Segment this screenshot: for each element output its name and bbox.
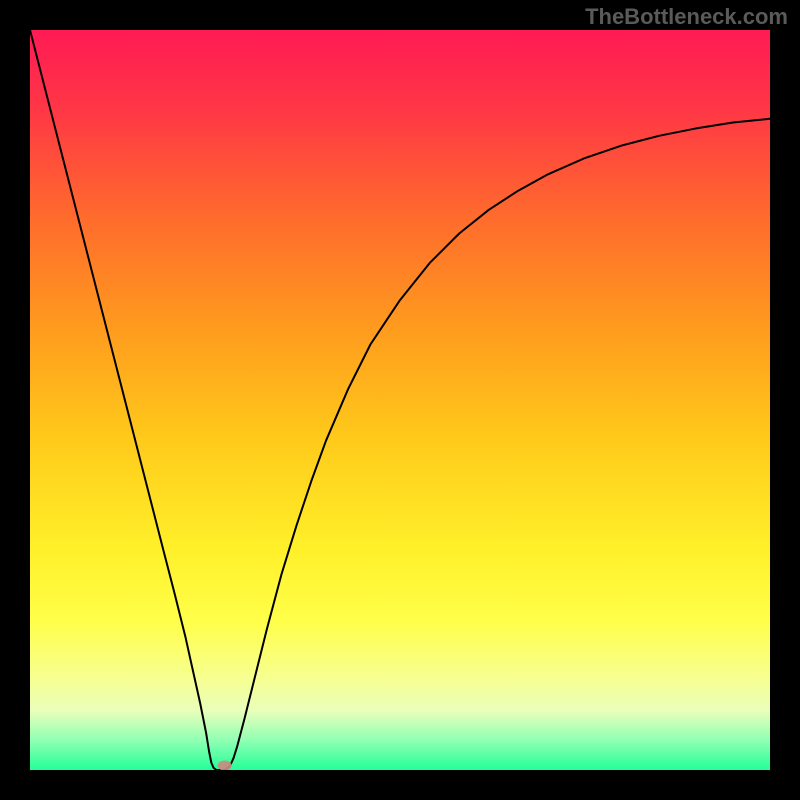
chart-plot-area [30,30,770,770]
chart-outer-frame: TheBottleneck.com [0,0,800,800]
chart-svg [30,30,770,770]
chart-background [30,30,770,770]
watermark-text: TheBottleneck.com [585,4,788,30]
